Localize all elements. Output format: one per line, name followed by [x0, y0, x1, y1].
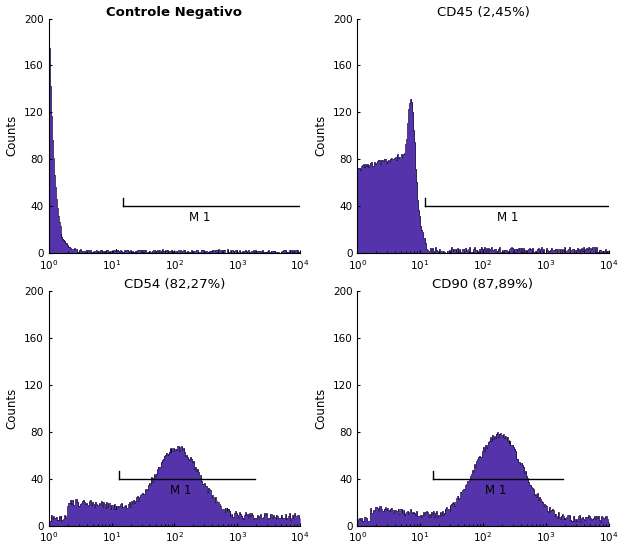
Title: Controle Negativo: Controle Negativo [107, 6, 243, 19]
Y-axis label: Counts: Counts [314, 388, 327, 429]
Text: M 1: M 1 [170, 483, 192, 497]
Y-axis label: Counts: Counts [6, 115, 19, 156]
Text: M 1: M 1 [485, 483, 506, 497]
Title: CD90 (87,89%): CD90 (87,89%) [432, 278, 534, 292]
Y-axis label: Counts: Counts [314, 115, 327, 156]
Title: CD45 (2,45%): CD45 (2,45%) [437, 6, 529, 19]
Text: M 1: M 1 [189, 211, 210, 224]
Text: M 1: M 1 [497, 211, 519, 224]
Y-axis label: Counts: Counts [6, 388, 19, 429]
Title: CD54 (82,27%): CD54 (82,27%) [124, 278, 225, 292]
